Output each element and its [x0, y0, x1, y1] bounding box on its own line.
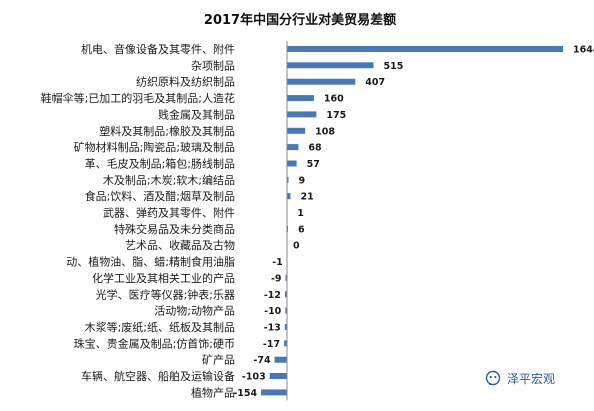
- category-labels: 机电、音像设备及其零件、附件杂项制品纺织原料及纺织制品鞋帽伞等;已加工的羽毛及其…: [41, 42, 235, 399]
- value-label: 1644: [573, 45, 594, 56]
- category-label: 塑料及其制品;橡胶及其制品: [99, 124, 235, 138]
- category-label: 木浆等;废纸;纸、纸板及其制品: [85, 320, 235, 334]
- value-label: -9: [271, 273, 282, 284]
- bar: [287, 111, 317, 118]
- category-label: 珠宝、贵金属及制品;仿首饰;硬币: [74, 336, 235, 350]
- value-label: 21: [301, 192, 314, 203]
- bar: [284, 340, 287, 347]
- bar: [287, 78, 356, 85]
- bar: [261, 389, 287, 396]
- value-label: 68: [308, 143, 322, 154]
- bar: [285, 291, 287, 298]
- chart-title: 2017年中国分行业对美贸易差额: [204, 12, 396, 28]
- value-label: 515: [384, 61, 404, 72]
- bar: [287, 46, 563, 52]
- category-label: 纺织原料及纺织制品: [136, 75, 235, 89]
- value-label: -103: [242, 372, 266, 383]
- category-label: 食品;饮料、酒及醋;烟草及制品: [85, 189, 235, 203]
- category-label: 植物产品: [191, 385, 235, 399]
- value-label: 1: [297, 208, 304, 219]
- bar: [287, 160, 297, 167]
- value-label: 57: [307, 159, 320, 170]
- category-label: 特殊交易品及未分类商品: [114, 222, 235, 236]
- category-label: 车辆、航空器、船舶及运输设备: [81, 369, 235, 383]
- bar: [285, 307, 287, 314]
- value-label: -13: [264, 323, 281, 334]
- bar: [287, 193, 291, 200]
- bar: [284, 324, 287, 330]
- category-label: 动、植物油、脂、蜡;精制食用油脂: [66, 255, 235, 269]
- bar: [287, 95, 314, 102]
- wechat-icon: [485, 370, 501, 386]
- value-label: -12: [264, 290, 281, 301]
- category-label: 矿产品: [202, 353, 235, 367]
- watermark-text: 泽平宏观: [507, 371, 555, 386]
- value-label: -154: [233, 388, 257, 399]
- category-label: 武器、弹药及其零件、附件: [103, 206, 235, 220]
- value-labels: 16445154071601751086857921160-1-9-12-10-…: [233, 45, 594, 399]
- category-label: 木及制品;木炭;软木;编结品: [103, 173, 235, 187]
- category-label: 光学、医疗等仪器;钟表;乐器: [96, 287, 235, 301]
- value-label: -17: [263, 339, 280, 350]
- bar: [285, 274, 287, 281]
- value-label: -74: [253, 355, 271, 366]
- category-label: 杂项制品: [191, 59, 235, 72]
- bar: [287, 176, 289, 183]
- bars: [261, 46, 563, 396]
- category-label: 化学工业及其相关工业的产品: [92, 271, 235, 285]
- category-label: 贱金属及其制品: [158, 107, 235, 121]
- category-label: 活动物;动物产品: [154, 304, 235, 318]
- value-label: 407: [365, 77, 385, 88]
- value-label: -10: [264, 306, 282, 317]
- bar: [287, 144, 299, 151]
- category-label: 机电、音像设备及其零件、附件: [81, 42, 235, 56]
- bar: [287, 127, 306, 134]
- value-label: 9: [299, 175, 306, 186]
- value-label: 175: [326, 110, 346, 121]
- category-label: 矿物材料制品;陶瓷品;玻璃及制品: [74, 140, 235, 154]
- value-label: -1: [272, 257, 283, 268]
- category-label: 鞋帽伞等;已加工的羽毛及其制品;人造花: [41, 91, 235, 105]
- bar: [287, 62, 374, 69]
- bar: [274, 356, 287, 363]
- bar: [269, 373, 287, 379]
- value-label: 108: [315, 126, 335, 137]
- category-label: 革、毛皮及制品;箱包;肠线制品: [85, 157, 235, 171]
- watermark: 泽平宏观: [485, 370, 555, 386]
- value-label: 160: [324, 94, 344, 105]
- value-label: 0: [293, 241, 300, 252]
- category-label: 艺术品、收藏品及古物: [125, 238, 235, 252]
- value-label: 6: [298, 224, 305, 235]
